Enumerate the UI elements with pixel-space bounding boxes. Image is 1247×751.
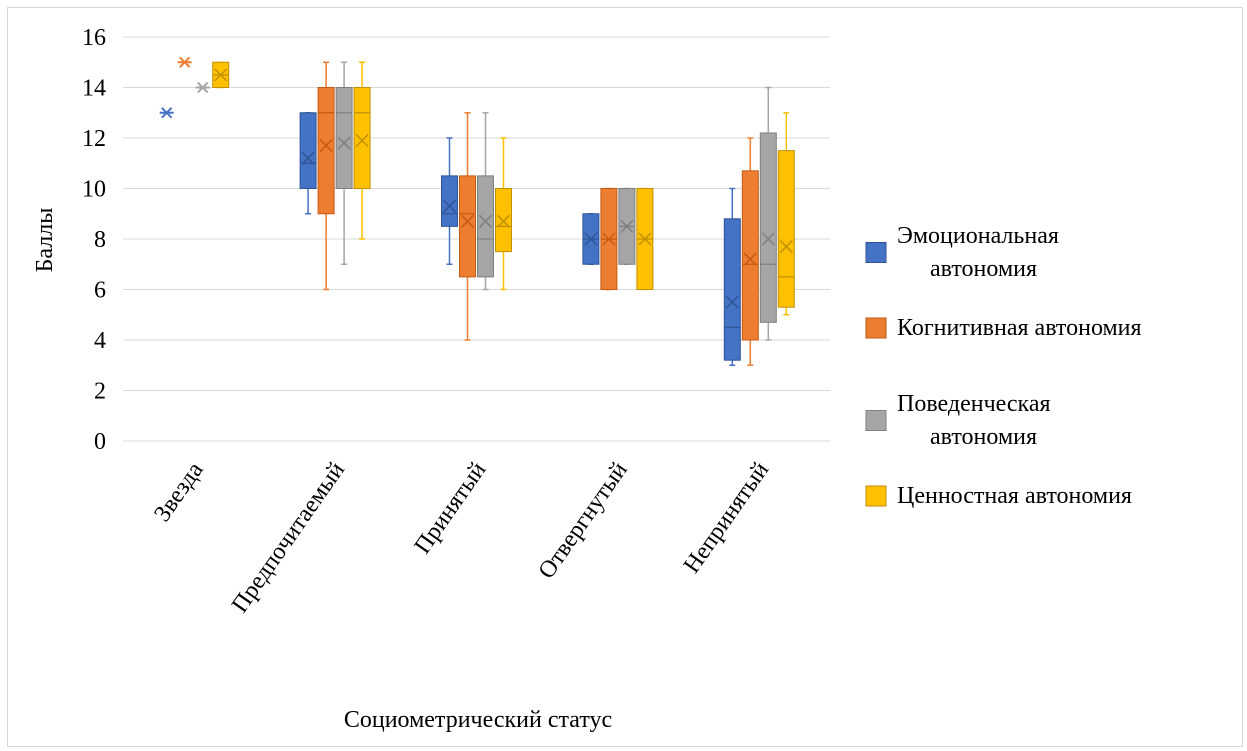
box <box>459 175 476 278</box>
point-marker <box>177 56 192 68</box>
legend-item: Поведенческая автономия <box>865 391 1051 450</box>
mean-marker <box>779 240 793 254</box>
chart-frame <box>7 7 1243 747</box>
mean-marker <box>620 219 634 233</box>
mean-marker <box>725 295 739 309</box>
mean-marker <box>602 232 616 246</box>
box <box>723 218 741 361</box>
mean-marker <box>584 232 598 246</box>
y-tick-label: 14 <box>82 76 106 102</box>
x-category-label: Принятый <box>410 457 492 558</box>
box <box>317 87 335 215</box>
legend-swatch <box>865 410 887 431</box>
x-category-label: Отвергнутый <box>534 457 633 583</box>
legend-label: Когнитивная автономия <box>897 315 1142 341</box>
box <box>495 188 512 253</box>
point-marker <box>195 81 210 94</box>
box <box>353 87 371 189</box>
point-marker <box>159 107 174 119</box>
legend-item: Эмоциональная автономия <box>865 223 1059 282</box>
box-series <box>159 56 795 366</box>
legend-label: Эмоциональная автономия <box>897 223 1059 282</box>
mean-marker <box>442 199 457 213</box>
y-axis-ticks: 0 2 4 6 8 10 12 14 16 <box>82 25 106 455</box>
y-tick-label: 2 <box>94 379 106 405</box>
mean-marker <box>337 136 351 150</box>
series-1 <box>159 107 741 366</box>
y-tick-label: 4 <box>94 328 106 354</box>
mean-marker <box>743 252 757 266</box>
box <box>759 132 777 323</box>
box <box>777 150 795 308</box>
x-axis-categories: Звезда Предпочитаемый Принятый Отвергнутый Н… <box>149 457 774 617</box>
legend-label: Ценностная автономия <box>897 483 1132 509</box>
mean-marker <box>355 133 369 148</box>
legend-swatch <box>865 242 887 263</box>
y-tick-label: 8 <box>94 227 106 253</box>
legend-label: Поведенческая автономия <box>897 391 1051 450</box>
legend-swatch <box>865 317 887 339</box>
y-axis-title: Баллы <box>32 208 58 273</box>
y-tick-label: 10 <box>82 177 106 203</box>
x-category-label: Предпочитаемый <box>227 457 350 617</box>
legend-item: Ценностная автономия <box>865 483 1132 509</box>
y-tick-label: 12 <box>82 126 106 152</box>
legend: Эмоциональная автономия Когнитивная автоно… <box>865 223 1142 509</box>
series-3 <box>195 61 777 341</box>
y-tick-label: 16 <box>82 25 106 51</box>
mean-marker <box>460 214 475 228</box>
mean-marker <box>301 151 315 165</box>
legend-swatch <box>865 485 887 507</box>
x-axis-title: Социометрический статус <box>344 707 612 733</box>
mean-marker <box>761 232 775 246</box>
box <box>741 170 759 341</box>
y-tick-label: 0 <box>94 429 106 455</box>
box <box>299 112 317 189</box>
mean-marker <box>638 232 652 246</box>
legend-item: Когнитивная автономия <box>865 315 1142 341</box>
x-category-label: Звезда <box>149 457 208 526</box>
mean-marker <box>319 139 333 153</box>
series-2 <box>177 56 759 366</box>
x-category-label: Непринятый <box>679 457 774 578</box>
mean-marker <box>214 68 228 82</box>
mean-marker <box>478 214 493 228</box>
mean-marker <box>496 214 511 228</box>
y-tick-label: 6 <box>94 278 106 304</box>
gridlines <box>123 36 830 442</box>
series-4 <box>212 61 795 316</box>
box <box>477 175 494 278</box>
